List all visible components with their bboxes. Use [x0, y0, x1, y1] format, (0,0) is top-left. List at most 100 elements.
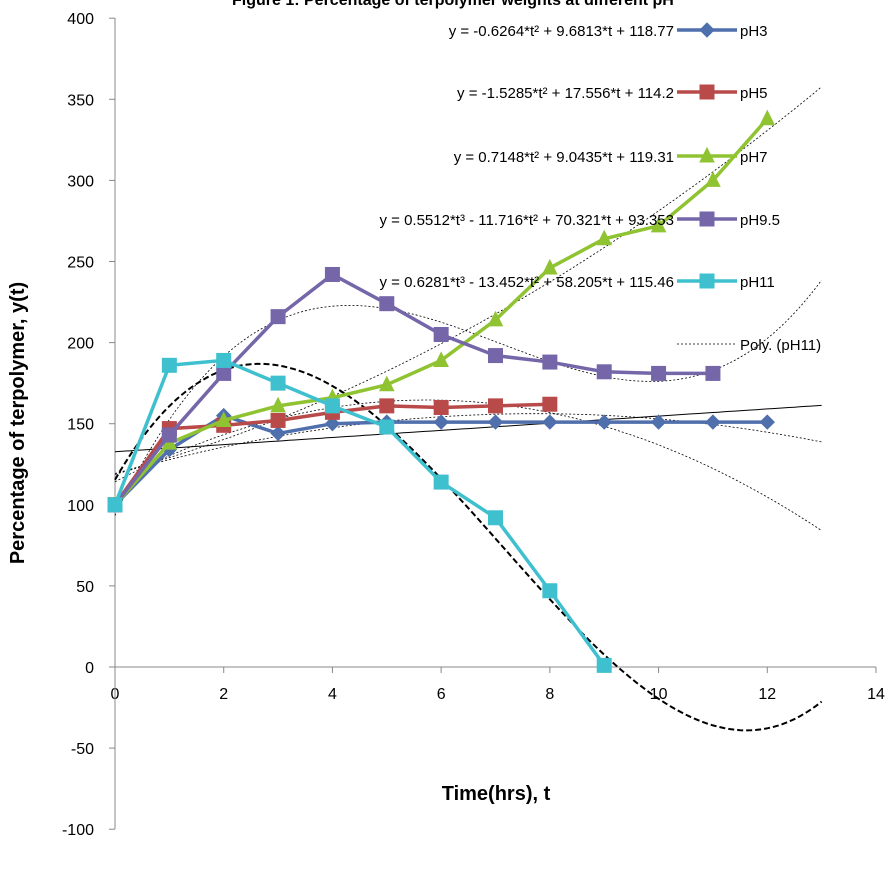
- legend-marker: [699, 84, 715, 100]
- x-tick-label: 6: [437, 686, 446, 703]
- series-pH7: [107, 109, 776, 512]
- chart-title: Figure 1: Percentage of terpolymer weigh…: [232, 0, 674, 9]
- data-point: [107, 497, 123, 513]
- data-point: [216, 365, 232, 381]
- data-point: [324, 415, 341, 432]
- x-tick-label: 4: [328, 686, 337, 703]
- data-point: [650, 414, 667, 430]
- y-tick-label: -100: [62, 822, 94, 839]
- x-tick-label: 12: [758, 686, 776, 703]
- x-axis-label: Time(hrs), t: [442, 783, 551, 805]
- data-point: [705, 414, 721, 430]
- trendline: [114, 399, 822, 531]
- data-point: [324, 398, 340, 414]
- legend: y = -0.6264*t² + 9.6813*t + 118.77 pH3 y =…: [379, 22, 821, 354]
- legend-marker: [699, 273, 715, 289]
- data-point: [270, 425, 286, 442]
- data-point: [542, 583, 558, 599]
- data-point: [487, 310, 504, 327]
- data-point: [650, 216, 667, 233]
- data-point: [651, 365, 667, 381]
- data-point: [488, 398, 503, 414]
- y-tick-label: 350: [67, 92, 94, 109]
- legend-label: Poly. (pH11): [740, 337, 821, 354]
- y-tick-label: 100: [67, 498, 94, 515]
- data-point: [596, 229, 613, 246]
- data-point: [542, 354, 558, 370]
- data-point: [596, 414, 612, 430]
- data-point: [161, 427, 177, 443]
- data-point: [270, 309, 286, 325]
- data-point: [705, 365, 721, 381]
- trendline-equation: y = 0.6281*t³ - 13.452*t² + 58.205*t + 1…: [379, 274, 674, 291]
- data-point: [542, 258, 558, 275]
- trendline: [114, 362, 823, 732]
- series-pH3: [107, 407, 775, 513]
- x-axis-tick-labels: 0 2 4 6 8 10 12 14: [111, 667, 885, 703]
- series-pH11: [107, 352, 612, 673]
- x-tick-label: 14: [867, 686, 885, 703]
- data-point: [488, 510, 503, 526]
- y-tick-label: 250: [67, 255, 94, 272]
- trendline: [114, 404, 822, 453]
- data-point: [433, 414, 449, 430]
- data-point: [488, 348, 503, 364]
- y-tick-label: -50: [71, 741, 94, 758]
- trendline-equation: y = -0.6264*t² + 9.6813*t + 118.77: [449, 23, 674, 40]
- data-point: [379, 398, 395, 414]
- legend-label: pH7: [740, 149, 768, 166]
- data-point: [433, 399, 449, 415]
- trendline-equation: y = 0.7148*t² + 9.0435*t + 119.31: [454, 149, 674, 166]
- data-point: [378, 375, 395, 392]
- series-group: [107, 109, 776, 673]
- data-point: [433, 474, 449, 490]
- data-point: [759, 414, 775, 430]
- series-line: [113, 358, 606, 667]
- trendline: [114, 413, 822, 475]
- legend-label: pH9.5: [740, 212, 780, 229]
- legend-label: pH11: [740, 274, 775, 291]
- y-tick-label: 400: [67, 11, 94, 28]
- trendline-equation: y = -1.5285*t² + 17.556*t + 114.2: [457, 85, 674, 102]
- legend-marker: [699, 146, 715, 163]
- trendline: [114, 279, 822, 516]
- data-point: [379, 296, 395, 312]
- data-point: [270, 396, 286, 413]
- series-line: [113, 117, 769, 506]
- data-point: [215, 411, 232, 427]
- y-tick-label: 200: [67, 336, 94, 353]
- x-tick-label: 8: [545, 686, 554, 703]
- y-tick-label: 0: [85, 660, 94, 677]
- data-point: [542, 414, 558, 430]
- data-point: [270, 412, 286, 428]
- y-tick-label: 300: [67, 173, 94, 190]
- data-point: [216, 352, 232, 368]
- data-point: [759, 109, 776, 126]
- data-point: [433, 351, 449, 367]
- data-point: [379, 419, 395, 435]
- legend-label: pH3: [740, 23, 768, 40]
- y-tick-label: 50: [76, 579, 94, 596]
- data-point: [596, 657, 612, 673]
- y-axis-label: Percentage of terpolymer, y(t): [7, 282, 29, 564]
- x-tick-label: 2: [219, 686, 228, 703]
- data-point: [433, 326, 449, 342]
- trendline-equation: y = 0.5512*t³ - 11.716*t² + 70.321*t + 9…: [379, 212, 674, 229]
- series-pH9.5: [107, 266, 721, 513]
- data-point: [324, 266, 340, 282]
- data-point: [705, 171, 721, 187]
- x-tick-label: 10: [650, 686, 668, 703]
- data-point: [161, 357, 177, 373]
- data-point: [596, 364, 612, 380]
- y-tick-label: 150: [67, 417, 94, 434]
- trendlines: [114, 86, 823, 732]
- series-line: [113, 272, 713, 506]
- legend-marker: [699, 211, 715, 227]
- data-point: [542, 396, 558, 412]
- data-point: [487, 414, 504, 430]
- legend-marker: [699, 22, 715, 38]
- data-point: [270, 375, 286, 391]
- legend-label: pH5: [740, 85, 768, 102]
- y-axis-tick-labels: -100 -50 0 50 100 150 200 250 300 350 400: [62, 11, 115, 839]
